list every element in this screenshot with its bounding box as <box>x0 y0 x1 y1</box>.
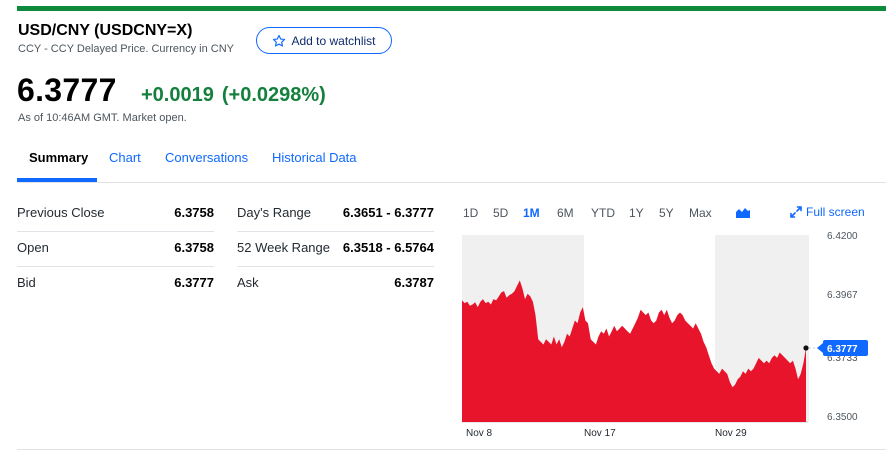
stat-label: Bid <box>17 275 36 290</box>
y-tick-label: 6.4200 <box>827 231 858 242</box>
x-tick-label: Nov 17 <box>584 428 616 439</box>
stat-row: Open 6.3758 <box>17 231 214 267</box>
area-chart-icon[interactable] <box>736 206 750 218</box>
add-to-watchlist-label: Add to watchlist <box>291 33 376 48</box>
quote-timestamp: As of 10:46AM GMT. Market open. <box>18 112 187 124</box>
section-divider <box>17 449 886 450</box>
stat-value: 6.3758 <box>174 240 214 255</box>
stat-label: Day's Range <box>237 205 312 220</box>
stat-label: Previous Close <box>17 205 105 220</box>
add-to-watchlist-button[interactable]: Add to watchlist <box>256 27 392 54</box>
last-price-marker <box>803 345 809 351</box>
stat-row: Day's Range 6.3651 - 6.3777 <box>237 196 434 232</box>
stat-label: 52 Week Range <box>237 240 330 255</box>
stat-value: 6.3787 <box>394 275 434 290</box>
current-price-tag: 6.3777 <box>817 340 868 357</box>
range-5d-button[interactable]: 5D <box>493 206 509 220</box>
x-tick-label: Nov 8 <box>466 428 493 439</box>
price-area <box>462 280 806 422</box>
price-change: +0.0019 (+0.0298%) <box>141 84 326 107</box>
quote-title: USD/CNY (USDCNY=X) <box>18 22 193 39</box>
stat-row: Ask 6.3787 <box>237 266 434 301</box>
stat-row: Bid 6.3777 <box>17 266 214 301</box>
stat-row: 52 Week Range 6.3518 - 6.5764 <box>237 231 434 267</box>
full-screen-button[interactable]: Full screen <box>790 205 865 219</box>
stat-label: Ask <box>237 275 259 290</box>
price-change-value: +0.0019 <box>141 84 214 106</box>
range-1y-button[interactable]: 1Y <box>629 206 644 220</box>
price-chart[interactable]: 6.4200 6.3967 6.3733 6.3500 6.3777 Nov 8… <box>462 230 886 460</box>
tab-chart[interactable]: Chart <box>109 150 141 165</box>
stat-row: Previous Close 6.3758 <box>17 196 214 232</box>
range-1m-button[interactable]: 1M <box>523 206 540 220</box>
quote-subtitle: CCY - CCY Delayed Price. Currency in CNY <box>18 43 234 55</box>
range-6m-button[interactable]: 6M <box>557 206 574 220</box>
y-tick-label: 6.3967 <box>827 290 858 301</box>
tab-summary[interactable]: Summary <box>29 150 89 165</box>
range-ytd-button[interactable]: YTD <box>591 206 615 220</box>
stat-value: 6.3518 - 6.5764 <box>342 240 434 255</box>
stat-value: 6.3651 - 6.3777 <box>342 205 434 220</box>
price-change-percent: (+0.0298%) <box>221 84 326 106</box>
stat-value: 6.3777 <box>174 275 214 290</box>
tab-historical-data[interactable]: Historical Data <box>272 150 357 165</box>
brand-top-bar <box>17 6 886 11</box>
current-price-tag-bg <box>823 340 868 357</box>
current-price-tag-label: 6.3777 <box>827 344 858 355</box>
quote-tabs: Summary Chart Conversations Historical D… <box>17 148 886 183</box>
stat-label: Open <box>17 240 49 255</box>
y-tick-label: 6.3500 <box>827 412 858 423</box>
star-icon <box>273 34 286 47</box>
range-5y-button[interactable]: 5Y <box>659 206 674 220</box>
y-tick-label: 6.3733 <box>827 353 858 364</box>
active-tab-indicator <box>17 178 97 182</box>
current-price-tag-arrow <box>817 343 823 354</box>
full-screen-label: Full screen <box>806 205 865 219</box>
range-max-button[interactable]: Max <box>689 206 712 220</box>
expand-icon <box>790 206 802 218</box>
stat-value: 6.3758 <box>174 205 214 220</box>
range-1d-button[interactable]: 1D <box>463 206 479 220</box>
tab-conversations[interactable]: Conversations <box>165 150 249 165</box>
x-tick-label: Nov 29 <box>715 428 747 439</box>
current-price: 6.3777 <box>17 72 117 108</box>
